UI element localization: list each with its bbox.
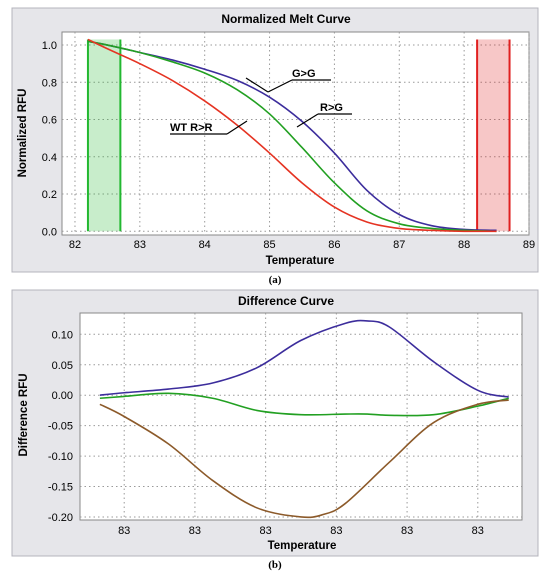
x-tick-label: 89 [523,239,535,251]
gg-pointer [267,79,293,93]
x-tick-label: 83 [401,525,413,537]
y-tick-label: -0.15 [48,482,73,494]
y-tick-label: 0.2 [42,189,57,201]
series-a [87,38,497,233]
series-b [99,319,509,519]
y-tick-label: 0.6 [42,115,57,127]
chart-b-title: Difference Curve [238,294,334,308]
tick-labels-a: 82 83 84 85 86 87 88 89 0.0 0.2 0.4 0.6 0.8 1.0 [42,40,535,251]
series-line-2 [99,392,509,417]
series-line-2 [87,40,497,233]
y-axis-label-a: Normalized RFU [17,89,29,178]
x-tick-label: 83 [189,525,201,537]
caption-b: (b) [268,559,282,571]
y-tick-label: 0.4 [42,152,57,164]
tick-labels-b: 83 83 83 83 83 83 0.10 0.05 0.00 -0.05 -0.10 -0.15 -… [48,329,484,537]
x-tick-label: 83 [472,525,484,537]
x-tick-label: 83 [330,525,342,537]
annotation-g-g: G>G [292,68,316,80]
x-tick-label: 83 [260,525,272,537]
x-axis-label-a: Temperature [266,255,335,267]
gridlines-a [62,32,530,235]
highlight-regions [86,39,511,232]
annotation-r-g: R>G [320,102,343,114]
x-tick-label: 85 [263,239,275,251]
y-tick-label: -0.20 [48,512,73,524]
x-tick-label: 88 [458,239,470,251]
x-tick-label: 83 [118,525,130,537]
x-tick-label: 87 [393,239,405,251]
series-line-3 [87,38,497,233]
start-region [87,39,121,232]
caption-a: (a) [269,274,282,286]
series-line-1 [99,319,509,398]
y-tick-label: -0.05 [48,421,73,433]
x-axis-label-b: Temperature [268,540,337,552]
x-tick-label: 82 [69,239,81,251]
melt-curve-panel: Normalized Melt Curve 82 83 84 85 86 87 88 89 0.… [11,7,539,273]
plot-area-a [61,31,530,236]
y-tick-label: 1.0 [42,40,57,52]
rg-pointer [296,113,319,128]
x-tick-label: 86 [328,239,340,251]
plot-area-b [79,312,523,521]
y-axis-label-b: Difference RFU [18,373,30,456]
y-tick-label: 0.0 [42,226,57,238]
annotations-a: G>G R>G WT R>R [170,68,352,135]
difference-curve-panel: Difference Curve 83 83 83 83 83 83 0.10 0.05 0.0… [11,289,539,557]
y-tick-label: 0.10 [52,329,73,341]
end-region [477,39,510,232]
wt-pointer [226,120,248,135]
y-tick-label: -0.10 [48,451,73,463]
x-tick-label: 84 [199,239,211,251]
y-tick-label: 0.00 [52,390,73,402]
y-tick-label: 0.05 [52,360,73,372]
annotation-wt-r-r: WT R>R [170,122,213,134]
x-tick-label: 83 [134,239,146,251]
series-line-3 [99,399,509,519]
y-tick-label: 0.8 [42,77,57,89]
gg-leader-line [245,77,269,93]
chart-a-title: Normalized Melt Curve [221,12,351,26]
